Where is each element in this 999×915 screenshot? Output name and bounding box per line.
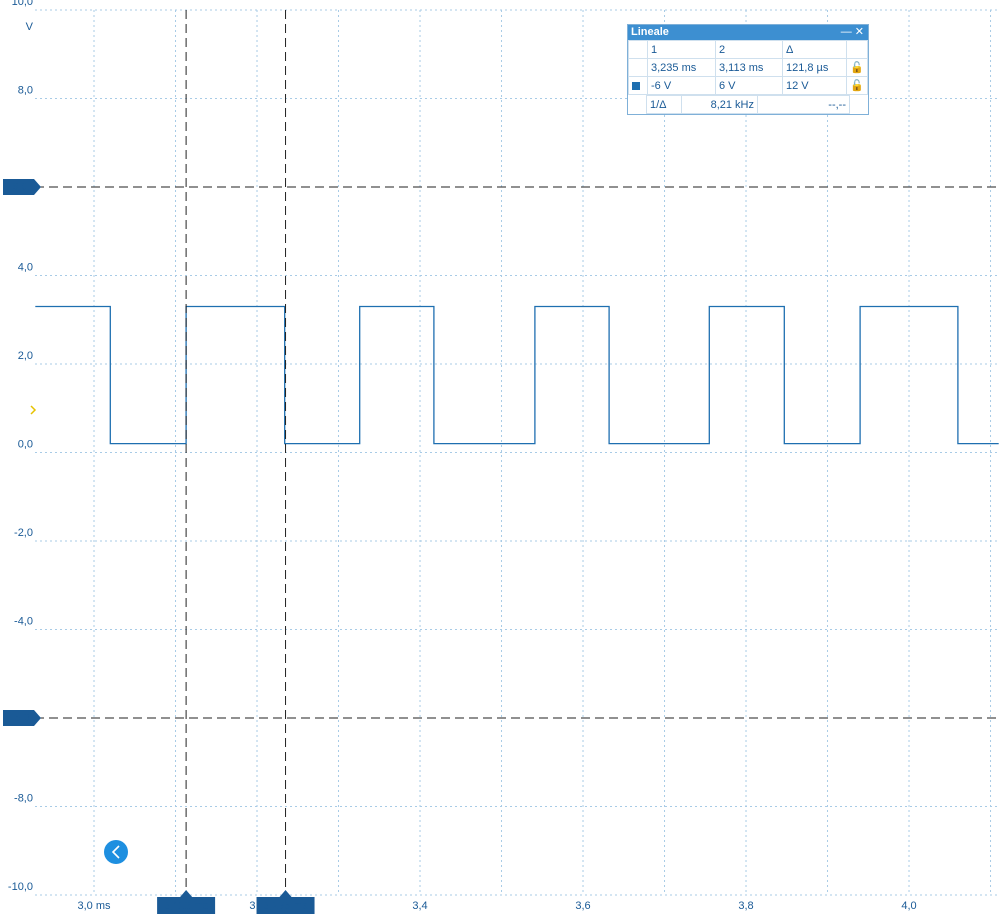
cell: 3,235 ms [647, 58, 716, 77]
ruler-label: 3,235 ms [263, 900, 309, 912]
panel-controls[interactable]: — ✕ [840, 26, 864, 38]
cell: 3,113 ms [715, 58, 783, 77]
cell: 121,8 µs [781, 58, 848, 77]
y-tick-label: 8,0 [18, 84, 33, 96]
x-tick-label: 3,6 [575, 900, 590, 912]
panel-header: Lineale — ✕ [628, 25, 868, 40]
ruler-label: -6,0 [11, 712, 30, 724]
ruler-badge [256, 890, 315, 914]
y-tick-label: -8,0 [14, 792, 33, 804]
col-header: 2 [715, 40, 783, 59]
cell: 6 V [715, 76, 783, 95]
y-tick-label: 4,0 [18, 261, 33, 273]
y-tick-label: 2,0 [18, 350, 33, 362]
ruler-badge [157, 890, 216, 914]
y-tick-label: 0,0 [18, 438, 33, 450]
ruler-badge [3, 179, 41, 195]
ruler-footer: 1/Δ 8,21 kHz --,-- [628, 95, 868, 114]
x-tick-label: 3,0 ms [77, 900, 111, 912]
collapse-button[interactable] [104, 840, 128, 864]
ruler-badge [3, 710, 41, 726]
channel-swatch [632, 81, 640, 90]
col-header: Δ [781, 40, 848, 59]
x-tick-label: 3,4 [412, 900, 427, 912]
ruler-label: 3,113 ms [164, 900, 209, 912]
trace [35, 305, 999, 445]
y-tick-label: -4,0 [14, 615, 33, 627]
cell: 8,21 kHz [681, 95, 758, 114]
lock-icon[interactable]: 🔓 [846, 76, 868, 95]
y-unit: V [26, 21, 34, 33]
trigger-marker [30, 405, 37, 415]
y-tick-label: 10,0 [12, 0, 33, 8]
panel-title: Lineale [631, 26, 669, 38]
collapse-icon [111, 845, 120, 859]
cell: --,-- [757, 95, 850, 114]
y-tick-label: -2,0 [14, 527, 33, 539]
cell: 12 V [781, 76, 848, 95]
cell: -6 V [647, 76, 716, 95]
col-header: 1 [647, 40, 716, 59]
x-tick-label: 4,0 [901, 900, 916, 912]
lock-icon[interactable]: 🔓 [846, 58, 868, 77]
y-tick-label: -10,0 [8, 881, 33, 893]
x-tick-label: 3,8 [738, 900, 753, 912]
cell: 1/Δ [645, 95, 683, 114]
ruler-label: 6,0 [12, 181, 27, 193]
